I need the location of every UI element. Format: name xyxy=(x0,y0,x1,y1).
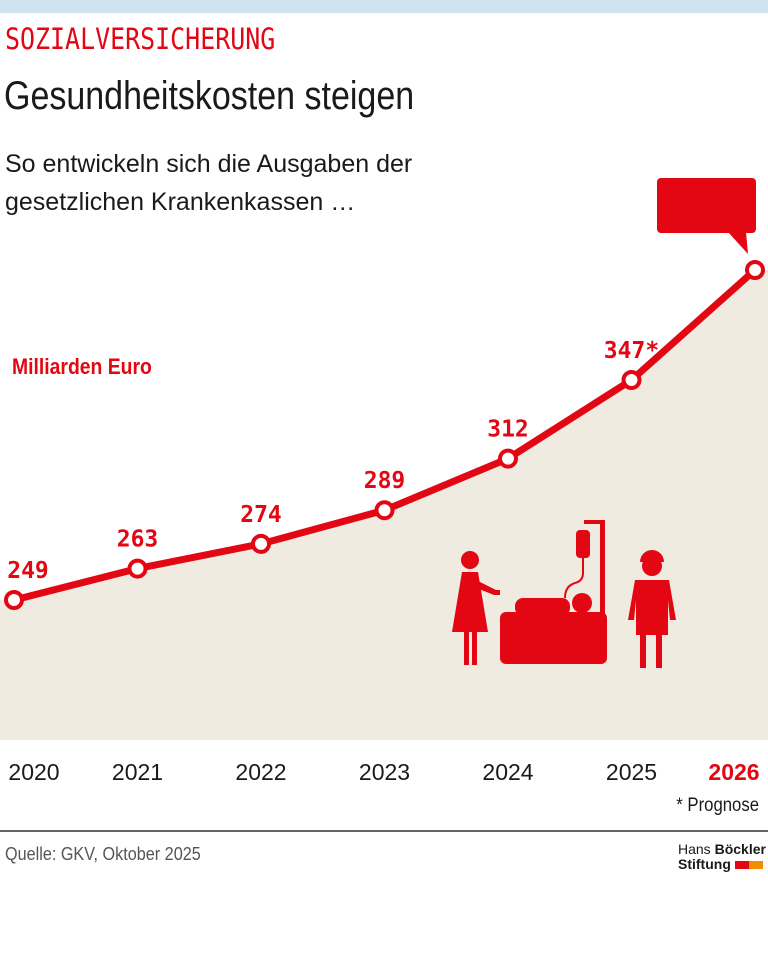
data-label-2023: 289 xyxy=(364,468,406,494)
hans-boeckler-logo: Hans Böckler Stiftung xyxy=(678,842,766,872)
kicker: SOZIALVERSICHERUNG xyxy=(5,22,276,56)
logo-text: Hans xyxy=(678,841,711,857)
x-tick-2023: 2023 xyxy=(359,759,410,785)
logo-text: Böckler xyxy=(714,841,766,857)
data-point-2026 xyxy=(745,260,765,280)
callout-2026 xyxy=(657,178,756,254)
nurse-icon xyxy=(452,551,500,665)
x-tick-2024: 2024 xyxy=(482,759,533,785)
source: Quelle: GKV, Oktober 2025 xyxy=(5,844,201,864)
y-axis-label: Milliarden Euro xyxy=(12,354,152,379)
data-label-2020: 249 xyxy=(7,558,49,584)
data-point-2023 xyxy=(374,500,395,521)
data-point-2020 xyxy=(4,590,24,610)
hospital-bed-patient-icon xyxy=(500,593,607,664)
subtitle: So entwickeln sich die Ausgaben der geset… xyxy=(5,145,412,221)
data-point-2025 xyxy=(621,370,642,390)
data-label-2022: 274 xyxy=(240,502,282,528)
data-label-2025: 347* xyxy=(604,338,659,364)
data-point-2021 xyxy=(127,558,148,579)
medical-illustration xyxy=(452,520,676,668)
data-label-2021: 263 xyxy=(117,527,159,553)
iv-drip-icon xyxy=(564,520,605,630)
forecast-note: * Prognose xyxy=(676,795,759,816)
page-title: Gesundheitskosten steigen xyxy=(4,74,415,118)
subtitle-line: So entwickeln sich die Ausgaben der xyxy=(5,150,413,178)
x-tick-2025: 2025 xyxy=(606,759,657,785)
data-label-2024: 312 xyxy=(487,417,529,443)
data-point-2022 xyxy=(251,533,271,554)
top-bar xyxy=(0,0,768,13)
data-point-2024 xyxy=(498,448,518,469)
x-tick-2021: 2021 xyxy=(112,759,163,785)
logo-text: Stiftung xyxy=(678,856,731,872)
x-tick-2020: 2020 xyxy=(8,759,59,785)
subtitle-line: gesetzlichen Krankenkassen … xyxy=(5,188,356,216)
x-tick-2026: 2026 xyxy=(708,759,759,785)
doctor-icon xyxy=(628,550,676,668)
x-tick-2022: 2022 xyxy=(235,759,286,785)
divider xyxy=(0,830,768,832)
